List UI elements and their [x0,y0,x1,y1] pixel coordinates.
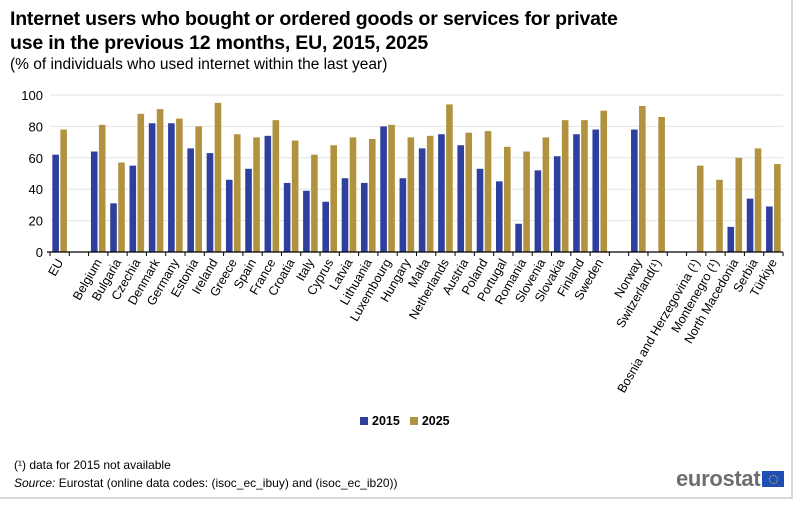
bar-2015 [168,123,175,252]
bar-2025 [98,124,106,252]
bar-2015 [148,123,156,252]
y-tick-label: 40 [29,182,43,197]
bar-2025 [561,120,569,253]
bar-chart: 0 20 40 60 80 100 EU BelgiumBulgariaCzechiaDen… [21,88,784,395]
bar-2015 [534,170,542,252]
bar-2025 [214,102,222,252]
bar-2015 [457,145,465,252]
bar-2015 [225,179,233,252]
bar-2015 [496,181,503,252]
x-axis [47,251,784,256]
eurostat-logo: eurostat [676,466,785,492]
bar-2025 [446,104,453,252]
bar-2025 [484,131,492,252]
source-note: Source: Eurostat (online data codes: (is… [14,476,398,490]
bar-2015 [206,153,214,252]
bar-2015 [631,129,638,252]
bar-2025 [233,134,241,252]
bar-2025 [523,151,530,252]
y-tick-label: 0 [36,245,43,260]
legend-label-2015: 2015 [372,414,400,428]
bar-2025 [349,137,357,252]
chart-title-line-2: use in the previous 12 months, EU, 2015,… [10,32,429,54]
bar-2015 [90,151,98,252]
bar-2025 [716,179,723,252]
legend-item-2015: 2015 [360,414,400,428]
eu-flag-icon [762,471,785,487]
bar-2025 [388,124,395,252]
bar-2025 [542,137,550,252]
bar-2025 [311,154,318,252]
x-axis-labels: EU BelgiumBulgariaCzechiaDenmarkGermanyEs… [45,256,780,395]
bar-2025 [581,120,588,253]
y-tick-label: 100 [21,88,43,103]
bar-2025 [137,113,145,252]
source-label: Source: [14,476,56,490]
legend-swatch-2015 [360,417,368,425]
bar-2025 [504,146,511,252]
bar-2015 [187,148,194,252]
bar-2025 [639,105,646,253]
bar-2025 [330,145,337,252]
chart-subtitle: (% of individuals who used internet with… [10,56,388,73]
legend: 2015 2025 [360,414,450,428]
legend-swatch-2025 [409,417,418,425]
bar-2015 [380,126,387,252]
x-tick-label: EU [45,257,66,279]
bar-2025 [735,157,743,252]
bar-2025 [465,132,473,252]
bar-2015 [283,182,291,252]
bar-2015 [438,134,445,252]
bar-2015 [766,206,773,252]
legend-item-2025: 2025 [409,414,450,428]
bar-2015 [52,154,59,252]
bar-2015 [322,201,329,252]
chart-frame [0,0,793,499]
footnote: (¹) data for 2015 not available [14,458,171,472]
bar-2015 [341,178,349,252]
bar-2015 [553,156,561,252]
bar-2025 [754,148,762,252]
eurostat-logo-text: eurostat [676,466,761,491]
chart-title: Internet users who bought or ordered goo… [10,7,618,55]
bar-2025 [272,120,280,253]
bar-2025 [600,110,608,252]
bar-2025 [368,138,376,252]
bar-2015 [129,165,137,252]
bar-2025 [176,118,183,252]
bar-2025 [774,164,781,252]
bar-2025 [426,135,434,252]
bar-2015 [592,129,600,252]
y-tick-label: 20 [29,214,43,229]
bar-2015 [746,198,754,252]
y-tick-label: 80 [29,119,43,134]
y-tick-label: 60 [29,151,43,166]
y-axis-ticks: 0 20 40 60 80 100 [21,88,43,260]
bar-2015 [360,182,368,252]
bar-2025 [658,116,665,252]
chart-title-line-1: Internet users who bought or ordered goo… [10,8,618,30]
bar-2015 [303,190,310,252]
bar-2015 [399,178,407,252]
source-text: Eurostat (online data codes: (isoc_ec_ib… [55,476,398,490]
bar-2015 [727,226,735,252]
bar-2025 [253,137,260,252]
legend-label-2025: 2025 [421,414,450,428]
bar-2025 [291,140,299,252]
bar-2015 [245,168,252,252]
bar-2015 [110,203,117,252]
bar-2025 [60,129,67,252]
bar-2015 [573,134,580,252]
bars [52,102,781,253]
bar-2025 [156,109,164,252]
bar-2025 [118,162,125,252]
bar-2025 [195,126,202,252]
bar-2025 [696,165,704,252]
bar-2015 [264,135,272,252]
bar-2015 [418,148,426,252]
bar-2015 [476,168,484,252]
bar-2025 [407,137,415,252]
bar-2015 [515,223,522,252]
